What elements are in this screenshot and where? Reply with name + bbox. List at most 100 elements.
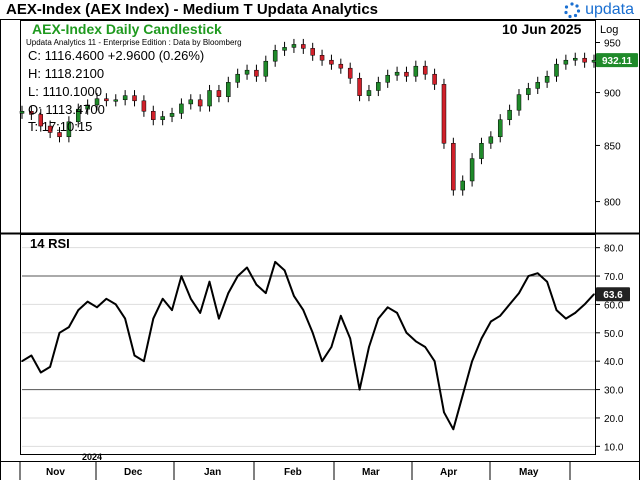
- candle: [29, 105, 34, 120]
- rsi-point: [302, 309, 305, 311]
- rsi-point: [180, 275, 183, 277]
- chart-subtitle: Updata Analytics 11 - Enterprise Edition…: [26, 38, 242, 47]
- rsi-point: [433, 360, 436, 362]
- rsi-y-axis: 80.0 70.0 60.0 50.0 40.0 30.0 20.0 10.0: [604, 244, 624, 454]
- rsi-point: [96, 306, 98, 309]
- brand-logo[interactable]: updata: [563, 0, 634, 20]
- header-bar: AEX-Index (AEX Index) - Medium T Updata …: [0, 0, 640, 20]
- candle: [394, 66, 400, 81]
- rsi-tick-label: 80.0: [604, 244, 624, 255]
- candle-down: [319, 55, 325, 61]
- candle-up: [507, 109, 512, 120]
- rsi-panel-frame: [20, 234, 596, 455]
- chart-canvas[interactable]: 950 900 850 800 932.11 80.0 70.0 60.0 50.0 40.0…: [0, 20, 640, 480]
- candle-up: [263, 60, 269, 77]
- candle: [244, 64, 250, 80]
- rsi-point: [227, 292, 230, 294]
- candle: [376, 76, 381, 97]
- candle: [47, 120, 53, 139]
- candle-down: [197, 99, 203, 107]
- price-last-value: 932.11: [596, 53, 638, 68]
- candle-up: [526, 88, 531, 95]
- rsi-point: [340, 314, 342, 317]
- rsi-point: [443, 411, 445, 414]
- candle-down: [216, 90, 222, 97]
- rsi-point: [21, 360, 23, 362]
- month-label-dec: Dec: [124, 467, 143, 478]
- rsi-point: [583, 303, 586, 306]
- rsi-point: [358, 388, 361, 391]
- candle: [291, 38, 297, 53]
- rsi-point: [368, 346, 370, 348]
- candle: [141, 95, 147, 117]
- ohlc-high: H: 1118.2100: [28, 66, 105, 81]
- candle: [357, 72, 362, 102]
- month-label-mar: Mar: [362, 467, 380, 478]
- candle-up: [376, 82, 381, 91]
- candle-up: [169, 113, 175, 117]
- candle-up: [469, 158, 475, 182]
- rsi-point: [311, 332, 314, 334]
- candle: [460, 175, 465, 196]
- rsi-point: [405, 332, 408, 334]
- rsi-gridlines: [22, 247, 600, 447]
- candle-up: [544, 75, 550, 83]
- candle: [179, 98, 184, 119]
- candle-up: [19, 110, 25, 114]
- rsi-point: [424, 346, 427, 348]
- rsi-point: [555, 309, 558, 311]
- rsi-point: [283, 269, 286, 272]
- candle: [169, 107, 175, 123]
- candle: [235, 68, 240, 88]
- rsi-point: [499, 314, 502, 317]
- rsi-point: [133, 354, 136, 357]
- price-tick-label: 900: [604, 89, 621, 100]
- rsi-point: [321, 360, 323, 362]
- candle-up: [497, 119, 503, 138]
- rsi-point: [293, 295, 295, 297]
- candle: [57, 126, 62, 143]
- month-label-may: May: [519, 467, 539, 478]
- window-title: AEX-Index (AEX Index) - Medium T Updata …: [6, 1, 378, 18]
- year-label: 2024: [82, 452, 103, 462]
- candle: [282, 41, 287, 56]
- candle-down: [57, 132, 62, 138]
- rsi-point: [218, 317, 220, 320]
- candle: [526, 82, 531, 101]
- candle: [301, 38, 306, 54]
- candle: [366, 84, 372, 102]
- rsi-title: 14 RSI: [30, 236, 70, 251]
- x-axis-ticks: [19, 461, 571, 480]
- candle: [122, 90, 128, 106]
- month-label-feb: Feb: [284, 467, 302, 478]
- rsi-point: [508, 303, 511, 306]
- candle-down: [347, 67, 353, 79]
- candle: [66, 116, 72, 143]
- rsi-point: [199, 312, 201, 314]
- rsi-point: [274, 261, 276, 263]
- rsi-point: [255, 283, 258, 286]
- candle: [207, 84, 212, 112]
- candle: [263, 55, 269, 82]
- candle-down: [338, 63, 344, 69]
- rsi-point: [461, 394, 464, 397]
- candle-up: [76, 108, 81, 123]
- rsi-point: [471, 360, 473, 362]
- candle-up: [460, 180, 465, 191]
- scale-label[interactable]: Log: [600, 24, 619, 36]
- price-tick-label: 950: [604, 39, 621, 50]
- candle: [451, 137, 456, 196]
- candle-down: [29, 110, 34, 115]
- rsi-point: [114, 303, 117, 306]
- candle: [151, 105, 156, 126]
- candle-down: [451, 143, 456, 191]
- candle-up: [413, 65, 419, 77]
- candle: [94, 93, 100, 111]
- rsi-tick-label: 30.0: [604, 386, 624, 397]
- candle: [347, 62, 353, 84]
- price-tick-label: 850: [604, 141, 621, 152]
- rsi-point: [565, 317, 567, 320]
- rsi-point: [161, 297, 164, 300]
- rsi-point: [574, 312, 577, 314]
- candle: [188, 94, 194, 110]
